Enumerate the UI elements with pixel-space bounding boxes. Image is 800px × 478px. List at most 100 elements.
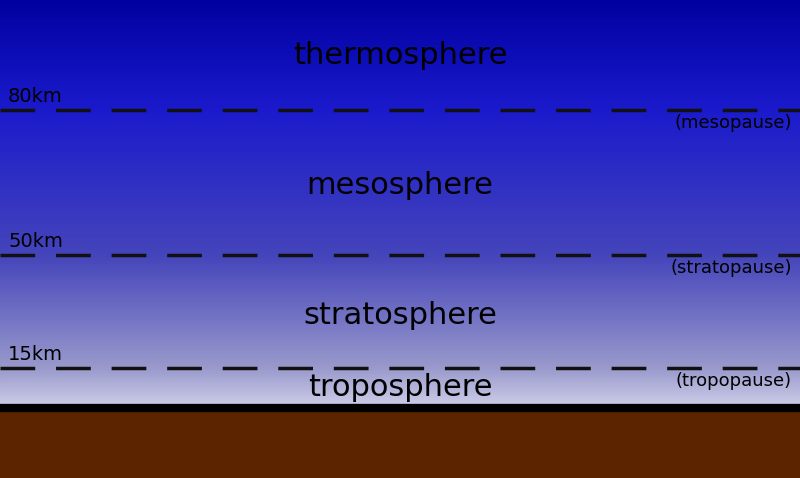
Bar — [0, 142, 800, 143]
Bar — [0, 198, 800, 199]
Bar — [0, 147, 800, 148]
Bar — [0, 207, 800, 208]
Bar — [0, 115, 800, 116]
Bar — [0, 135, 800, 136]
Bar — [0, 138, 800, 139]
Bar — [0, 111, 800, 112]
Bar — [0, 156, 800, 157]
Bar — [0, 213, 800, 214]
Bar — [0, 223, 800, 224]
Bar — [0, 210, 800, 211]
Bar — [0, 225, 800, 226]
Bar — [0, 182, 800, 183]
Bar — [0, 214, 800, 215]
Bar — [0, 226, 800, 227]
Bar — [0, 236, 800, 237]
Bar — [0, 185, 800, 186]
Bar — [0, 197, 800, 198]
Bar — [0, 114, 800, 115]
Bar — [0, 179, 800, 180]
Bar — [0, 112, 800, 113]
Bar — [0, 241, 800, 242]
Bar — [0, 173, 800, 174]
Bar — [0, 153, 800, 154]
Bar — [0, 220, 800, 221]
Bar — [0, 176, 800, 177]
Bar — [0, 168, 800, 169]
Bar — [0, 146, 800, 147]
Bar — [0, 243, 800, 244]
Bar — [0, 228, 800, 229]
Bar — [0, 247, 800, 248]
Bar — [0, 205, 800, 206]
Bar — [0, 203, 800, 204]
Bar — [0, 206, 800, 207]
Bar — [0, 124, 800, 125]
Bar — [0, 251, 800, 252]
Bar — [0, 240, 800, 241]
Bar — [0, 227, 800, 228]
Text: 80km: 80km — [8, 87, 62, 106]
Bar — [0, 245, 800, 246]
Bar — [0, 234, 800, 235]
Bar — [0, 199, 800, 200]
Bar — [0, 238, 800, 239]
Bar — [0, 123, 800, 124]
Bar — [0, 194, 800, 195]
Bar — [0, 159, 800, 160]
Bar — [0, 216, 800, 217]
Bar — [0, 172, 800, 173]
Text: thermosphere: thermosphere — [293, 41, 507, 69]
Bar — [0, 408, 800, 478]
Bar — [0, 119, 800, 120]
Bar — [0, 151, 800, 152]
Bar — [0, 152, 800, 153]
Bar — [0, 193, 800, 194]
Bar — [0, 230, 800, 231]
Bar — [0, 215, 800, 216]
Bar — [0, 145, 800, 146]
Bar — [0, 211, 800, 212]
Bar — [0, 161, 800, 162]
Bar — [0, 250, 800, 251]
Text: (mesopause): (mesopause) — [674, 114, 792, 132]
Bar — [0, 136, 800, 137]
Bar — [0, 113, 800, 114]
Bar — [0, 140, 800, 141]
Bar — [0, 166, 800, 167]
Bar — [0, 254, 800, 255]
Bar — [0, 239, 800, 240]
Bar — [0, 148, 800, 149]
Bar — [0, 163, 800, 164]
Text: 15km: 15km — [8, 345, 63, 364]
Bar — [0, 237, 800, 238]
Bar — [0, 222, 800, 223]
Bar — [0, 231, 800, 232]
Bar — [0, 132, 800, 133]
Bar — [0, 249, 800, 250]
Bar — [0, 177, 800, 178]
Bar — [0, 180, 800, 181]
Text: (stratopause): (stratopause) — [670, 259, 792, 277]
Bar — [0, 150, 800, 151]
Bar — [0, 229, 800, 230]
Bar — [0, 171, 800, 172]
Bar — [0, 122, 800, 123]
Bar — [0, 144, 800, 145]
Bar — [0, 184, 800, 185]
Bar — [0, 217, 800, 218]
Bar — [0, 118, 800, 119]
Bar — [0, 183, 800, 184]
Bar — [0, 129, 800, 130]
Bar — [0, 195, 800, 196]
Bar — [0, 187, 800, 188]
Bar — [0, 130, 800, 131]
Bar — [0, 218, 800, 219]
Bar — [0, 208, 800, 209]
Bar — [0, 167, 800, 168]
Bar — [0, 157, 800, 158]
Bar — [0, 248, 800, 249]
Bar — [0, 158, 800, 159]
Bar — [0, 204, 800, 205]
Bar — [0, 186, 800, 187]
